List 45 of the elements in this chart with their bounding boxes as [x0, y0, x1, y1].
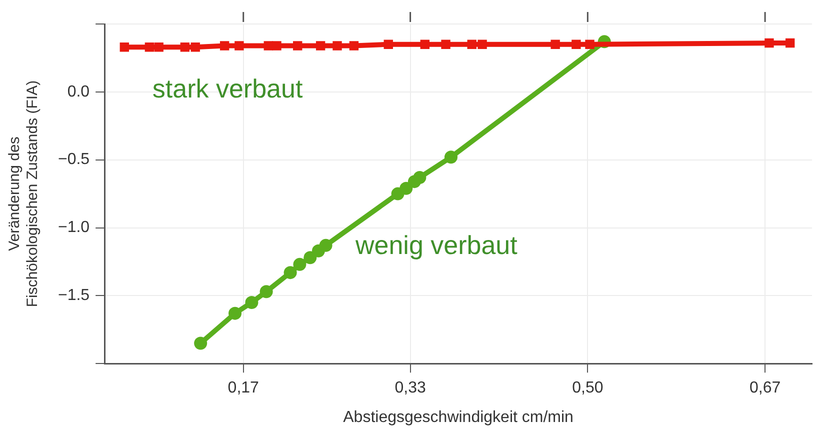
point: [332, 41, 342, 50]
point: [220, 41, 230, 50]
point: [228, 306, 242, 320]
y-tick-label: 0.0: [67, 83, 90, 100]
point: [349, 41, 359, 50]
point: [245, 296, 258, 309]
point: [144, 42, 154, 52]
y-tick-label: −1.5: [58, 287, 90, 304]
point: [272, 41, 282, 50]
point: [572, 40, 581, 49]
point: [444, 150, 458, 164]
point: [420, 40, 430, 49]
point: [194, 336, 208, 350]
x-tick-label: 0,50: [572, 380, 604, 397]
point: [764, 38, 774, 48]
point: [467, 40, 476, 49]
point: [441, 40, 450, 49]
x-tick-label: 0,17: [228, 380, 260, 397]
point: [400, 182, 413, 195]
x-tick-label: 0,67: [749, 380, 781, 397]
series-label: wenig verbaut: [354, 230, 518, 260]
point: [120, 42, 130, 52]
y-tick-label: −1.0: [58, 219, 90, 236]
point: [293, 258, 306, 271]
point: [585, 40, 594, 49]
point: [785, 38, 795, 48]
x-axis-title: Abstiegsgeschwindigkeit cm/min: [343, 408, 574, 426]
point: [260, 285, 273, 298]
point: [293, 41, 302, 50]
point: [190, 42, 200, 52]
point: [316, 41, 326, 50]
series-label: stark verbaut: [152, 73, 304, 104]
point: [234, 41, 244, 50]
point: [180, 42, 190, 52]
point: [413, 171, 426, 184]
point: [284, 266, 297, 280]
point: [154, 42, 164, 52]
x-tick-label: 0,33: [394, 380, 426, 397]
point: [384, 40, 393, 49]
point: [319, 238, 332, 252]
point: [478, 40, 487, 49]
point: [304, 251, 317, 264]
y-axis-title: Veränderung des Fischökologischen Zustands (FIA): [6, 80, 42, 308]
y-tick-label: −0.5: [58, 151, 90, 168]
point: [550, 40, 560, 49]
